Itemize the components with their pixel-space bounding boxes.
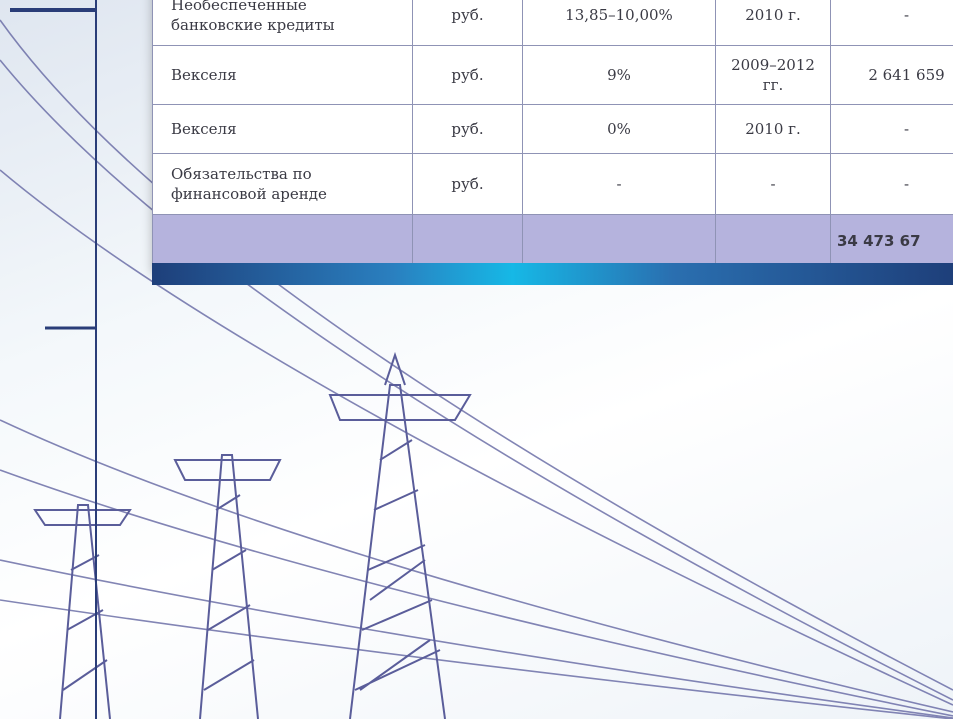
table-cell: - — [523, 154, 716, 215]
table-cell — [716, 215, 831, 268]
table-cell: Обязательства по финансовой аренде — [153, 154, 413, 215]
table-cell: руб. — [413, 154, 523, 215]
table-cell: 13,85–10,00% — [523, 0, 716, 46]
page: {"table":{"rows":[ ["Необеспеченные банк… — [0, 0, 953, 719]
table-cell: 2010 г. — [716, 105, 831, 154]
table-cell: Векселя — [153, 105, 413, 154]
table-cell — [413, 215, 523, 268]
table-cell: руб. — [413, 105, 523, 154]
total-row: 34 473 67 — [153, 215, 953, 268]
table-cell: 2 641 659 — [831, 46, 953, 105]
table-cell: 9% — [523, 46, 716, 105]
table-cell: - — [716, 154, 831, 215]
total-cell: 34 473 67 — [831, 215, 953, 268]
table-cell — [523, 215, 716, 268]
table-cell: руб. — [413, 46, 523, 105]
table-cell: руб. — [413, 0, 523, 46]
table-cell: 2009–2012 гг. — [716, 46, 831, 105]
table-cell: Необеспеченные банковские кредиты — [153, 0, 413, 46]
table-cell: - — [831, 105, 953, 154]
table-cell: - — [831, 0, 953, 46]
table-cell: 0% — [523, 105, 716, 154]
table-cell: 2010 г. — [716, 0, 831, 46]
table-cell — [153, 215, 413, 268]
table-cell: - — [831, 154, 953, 215]
table-cell: Векселя — [153, 46, 413, 105]
decor-band — [152, 263, 953, 285]
